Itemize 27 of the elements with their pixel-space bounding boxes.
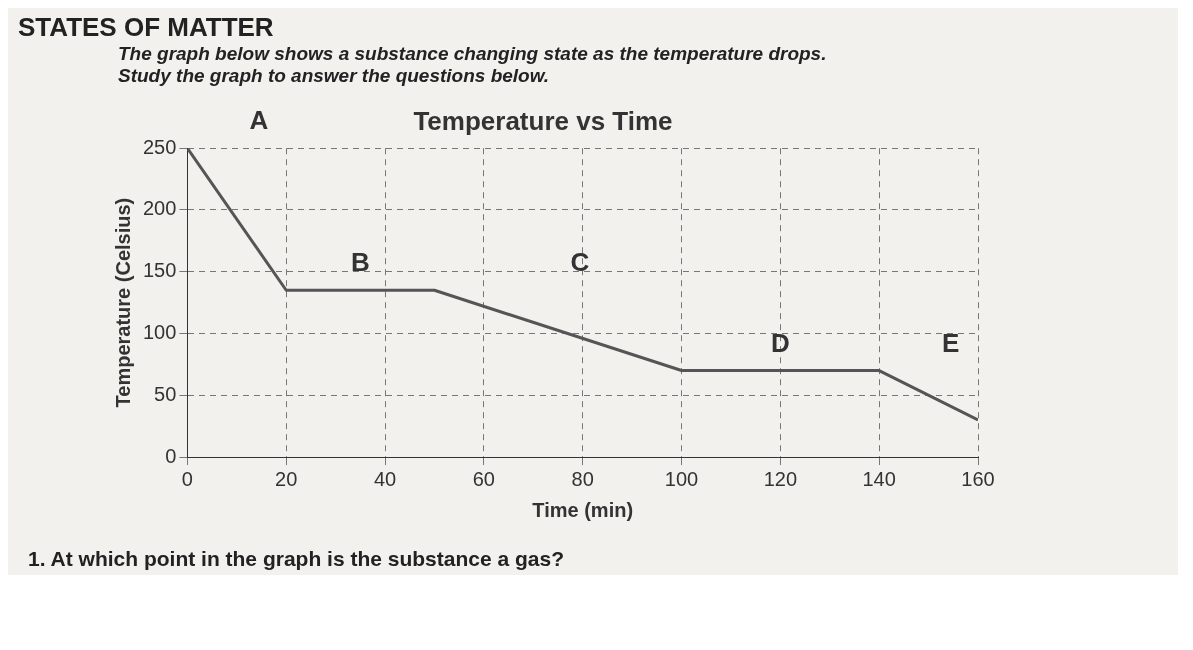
x-tick-label: 80 xyxy=(571,467,594,490)
y-axis-title: Temperature (Celsius) xyxy=(111,197,134,408)
text: A xyxy=(249,105,269,136)
x-tick-label: 40 xyxy=(373,467,397,490)
x-axis-title: Time (min) xyxy=(532,498,634,521)
text: The graph below shows a substance changing state as the temperature drops. xyxy=(118,43,828,65)
annotation: B xyxy=(350,247,370,278)
x-tick-label: 100 xyxy=(664,467,699,490)
y-tick-label: 150 xyxy=(142,259,177,282)
y-tick-label: 200 xyxy=(142,197,177,220)
x-tick-label: 160 xyxy=(961,467,995,490)
x-tick-label: 0 xyxy=(181,467,193,490)
annotation: D xyxy=(770,327,790,358)
x-tick-label: 120 xyxy=(763,467,798,490)
y-tick-label: 0 xyxy=(165,444,177,467)
x-tick-label: 60 xyxy=(472,467,495,490)
chart-title: Temperature vs Time xyxy=(413,105,673,136)
y-tick-label: 250 xyxy=(142,135,177,158)
x-tick-label: 140 xyxy=(862,467,896,490)
text: STATES OF MATTER xyxy=(18,12,275,43)
y-tick-label: 50 xyxy=(154,382,177,405)
x-tick-label: 20 xyxy=(275,467,298,490)
annotation: C xyxy=(570,247,590,278)
y-tick-label: 100 xyxy=(142,321,177,343)
annotation: E xyxy=(941,327,960,358)
text: 1. At which point in the graph is the substance a gas? xyxy=(28,547,565,571)
text: Study the graph to answer the questions below. xyxy=(118,65,551,87)
